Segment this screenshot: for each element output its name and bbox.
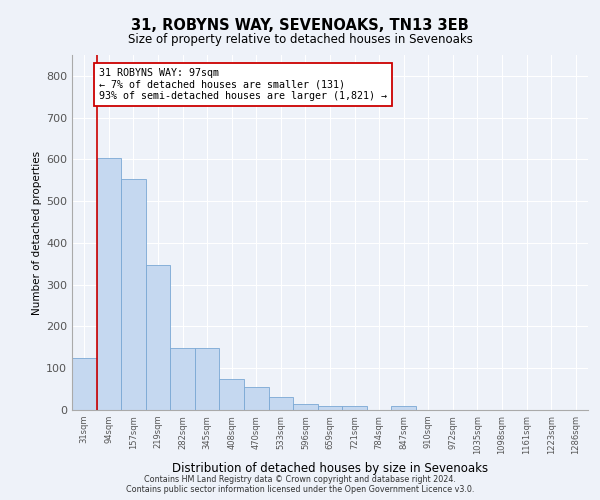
Text: Size of property relative to detached houses in Sevenoaks: Size of property relative to detached ho… <box>128 32 472 46</box>
Bar <box>244 387 269 410</box>
Bar <box>195 348 220 410</box>
Bar <box>121 179 146 410</box>
Bar <box>170 348 195 410</box>
Bar <box>220 378 244 410</box>
Bar <box>318 406 342 410</box>
Bar <box>269 398 293 410</box>
Bar <box>391 406 416 410</box>
Text: Contains HM Land Registry data © Crown copyright and database right 2024.
Contai: Contains HM Land Registry data © Crown c… <box>126 474 474 494</box>
Bar <box>146 265 170 410</box>
Text: 31, ROBYNS WAY, SEVENOAKS, TN13 3EB: 31, ROBYNS WAY, SEVENOAKS, TN13 3EB <box>131 18 469 32</box>
Bar <box>293 404 318 410</box>
Bar <box>72 358 97 410</box>
Y-axis label: Number of detached properties: Number of detached properties <box>32 150 42 314</box>
Text: 31 ROBYNS WAY: 97sqm
← 7% of detached houses are smaller (131)
93% of semi-detac: 31 ROBYNS WAY: 97sqm ← 7% of detached ho… <box>99 68 387 100</box>
Bar <box>97 158 121 410</box>
Bar <box>342 406 367 410</box>
X-axis label: Distribution of detached houses by size in Sevenoaks: Distribution of detached houses by size … <box>172 462 488 475</box>
